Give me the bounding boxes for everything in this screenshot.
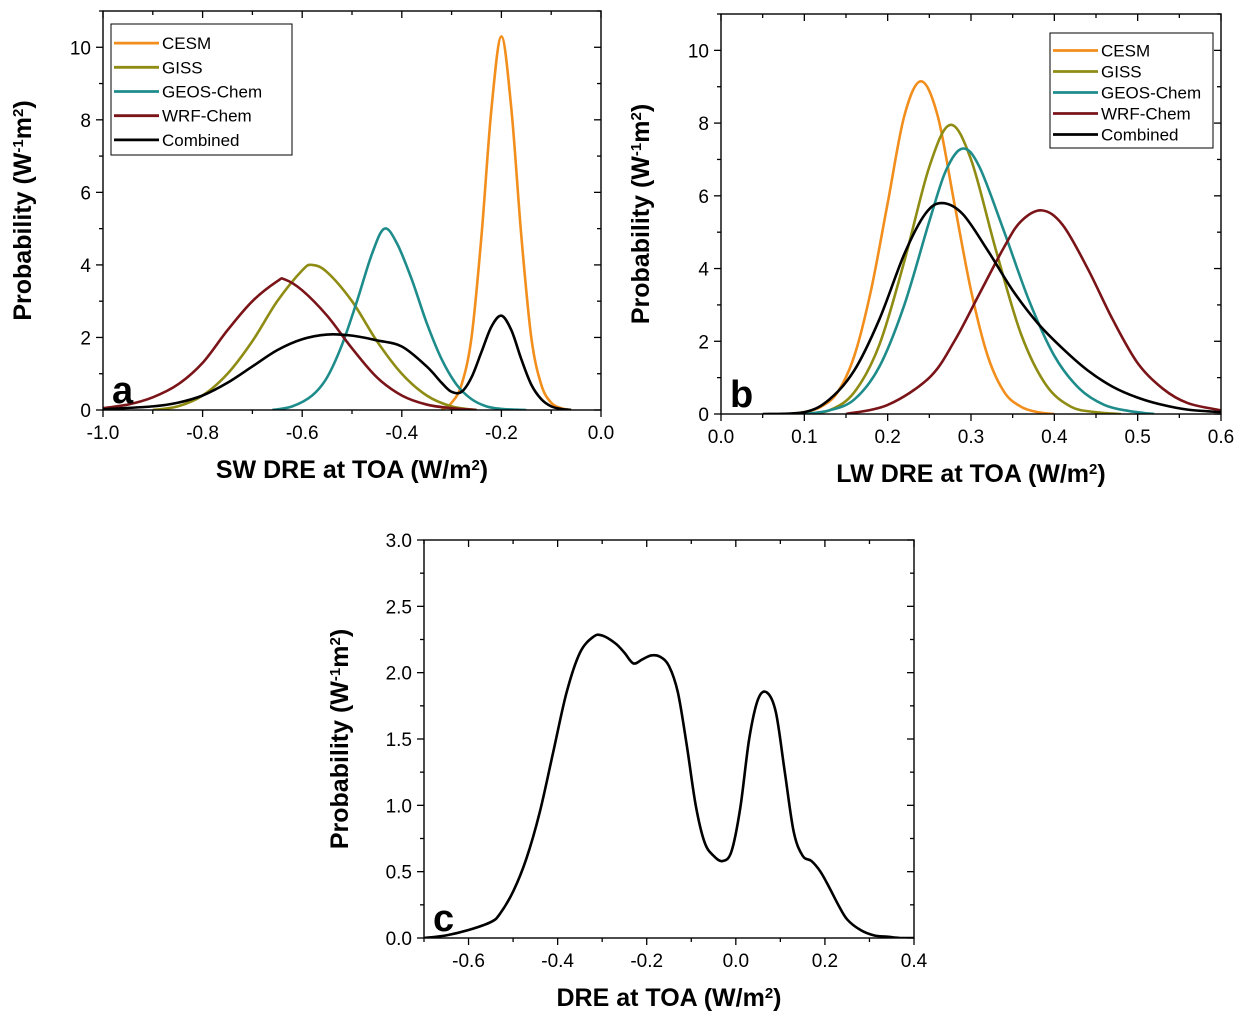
x-tick-label: -0.6: [452, 951, 485, 972]
y-tick-label: 0: [80, 401, 91, 422]
x-tick-label: 0.5: [1124, 427, 1150, 448]
plot-frame: [423, 539, 915, 939]
legend-box: [110, 23, 293, 156]
x-tick-label: 0.3: [958, 427, 984, 448]
y-tick-label: 0.5: [386, 863, 412, 884]
x-axis-title: DRE at TOA (W/m2): [556, 984, 781, 1012]
series-line-wrf-chem: [845, 209, 1221, 414]
series-line-geos-chem: [804, 147, 1155, 414]
legend-box: [1049, 32, 1214, 149]
chart-panel-a: -1.0 -0.8 -0.6 -0.4 -0.2 0.0 0 2 4 6 8 10 SW DRE at …: [9, 10, 614, 484]
chart-panel-c: -0.6 -0.4 -0.2 0.0 0.2 0.4 0.0 0.5 1.0 1.5 2.0 2.5 3…: [326, 531, 928, 1012]
x-tick-label: -0.4: [385, 423, 418, 444]
y-tick-label: 0.0: [386, 929, 412, 950]
x-tick-label: -0.8: [186, 423, 219, 444]
x-tick-label: 0.2: [874, 427, 900, 448]
x-tick-label: 0.4: [1041, 427, 1068, 448]
y-tick-label: 2: [80, 328, 91, 349]
x-tick-label: -0.6: [286, 423, 319, 444]
legend-label: WRF-Chem: [162, 107, 252, 126]
series-line-combined: [762, 201, 1221, 414]
y-axis-title: Probability (W-1m2): [326, 629, 354, 849]
legend-label: GISS: [1101, 63, 1142, 82]
x-tick-label: 0.2: [812, 951, 838, 972]
y-tick-label: 8: [698, 114, 709, 135]
series-line-combined-dre: [424, 633, 914, 938]
x-tick-label: 0.4: [901, 951, 928, 972]
y-tick-label: 2: [698, 332, 709, 353]
y-tick-label: 6: [698, 187, 709, 208]
y-tick-label: 2.5: [386, 597, 412, 618]
legend-label: GISS: [162, 58, 203, 77]
y-tick-label: 6: [80, 183, 91, 204]
x-axis-title: SW DRE at TOA (W/m2): [216, 456, 488, 484]
y-tick-label: 3.0: [386, 531, 412, 552]
legend-label: GEOS-Chem: [162, 83, 262, 102]
x-tick-label: -1.0: [87, 423, 120, 444]
x-tick-label: -0.2: [485, 423, 518, 444]
y-tick-label: 10: [70, 38, 91, 59]
x-tick-label: -0.2: [630, 951, 663, 972]
panel-label: c: [433, 898, 454, 940]
x-tick-label: 0.1: [791, 427, 817, 448]
legend-label: GEOS-Chem: [1101, 84, 1201, 103]
y-tick-label: 4: [698, 260, 709, 281]
x-tick-label: 0.0: [708, 427, 734, 448]
panel-label: b: [730, 374, 753, 416]
legend: CESM GISS GEOS-Chem WRF-Chem Combined: [110, 23, 293, 156]
y-tick-label: 4: [80, 256, 91, 277]
x-tick-label: 0.6: [1208, 427, 1234, 448]
legend-label: WRF-Chem: [1101, 105, 1191, 124]
series-line-combined: [103, 314, 572, 410]
x-axis-title: LW DRE at TOA (W/m2): [836, 460, 1105, 488]
y-tick-label: 0: [698, 405, 709, 426]
legend-label: Combined: [162, 131, 240, 150]
panel-label: a: [112, 370, 134, 412]
y-tick-label: 1.5: [386, 730, 412, 751]
y-tick-label: 1.0: [386, 796, 412, 817]
legend-label: CESM: [1101, 42, 1150, 61]
legend: CESM GISS GEOS-Chem WRF-Chem Combined: [1049, 32, 1214, 149]
x-tick-label: 0.0: [588, 423, 614, 444]
y-tick-label: 10: [688, 41, 709, 62]
series-line-cesm: [440, 35, 572, 410]
y-axis-title: Probability (W-1m2): [627, 104, 655, 324]
y-axis-title: Probability (W-1m2): [9, 100, 37, 320]
series-line-geos-chem: [272, 227, 527, 410]
legend-label: CESM: [162, 34, 211, 53]
x-tick-label: 0.0: [723, 951, 749, 972]
y-tick-label: 2.0: [386, 664, 412, 685]
series-line-wrf-chem: [103, 277, 477, 410]
series-line-giss: [804, 123, 1122, 414]
y-tick-label: 8: [80, 111, 91, 132]
x-tick-label: -0.4: [541, 951, 574, 972]
legend-label: Combined: [1101, 126, 1179, 145]
chart-panel-b: 0.0 0.1 0.2 0.3 0.4 0.5 0.6 0 2 4 6 8 10 LW DRE at TO…: [627, 13, 1234, 488]
series-line-giss: [152, 263, 477, 410]
